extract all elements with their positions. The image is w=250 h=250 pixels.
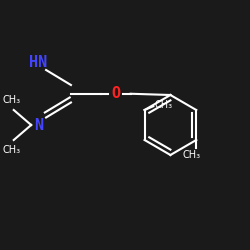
Text: CH₃: CH₃	[182, 150, 200, 160]
Text: CH₃: CH₃	[2, 95, 20, 105]
Text: CH₃: CH₃	[2, 145, 20, 155]
Text: HN: HN	[30, 55, 48, 70]
Text: O: O	[111, 86, 120, 101]
Text: N: N	[34, 118, 43, 132]
Text: CH₃: CH₃	[154, 100, 173, 110]
